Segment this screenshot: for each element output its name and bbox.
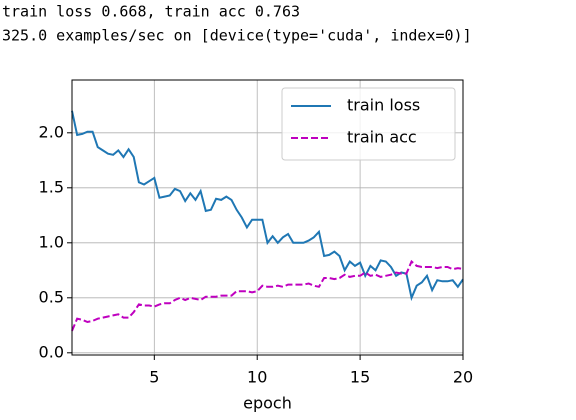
x-tick-label: 15 (350, 368, 370, 387)
series-line (71, 110, 464, 302)
y-tick-label: 0.0 (39, 342, 64, 361)
x-tick-label: 10 (247, 368, 267, 387)
y-tick-label: 2.0 (39, 122, 64, 141)
x-axis-label: epoch (243, 394, 292, 413)
y-tick-label: 0.5 (39, 287, 64, 306)
y-tick-label: 1.0 (39, 232, 64, 251)
legend-label: train acc (347, 128, 417, 147)
legend-label: train loss (347, 96, 420, 115)
header-line: 325.0 examples/sec on [device(type='cuda… (2, 27, 472, 45)
x-tick-label: 5 (149, 368, 159, 387)
y-tick-label: 1.5 (39, 177, 64, 196)
header-line: train loss 0.668, train acc 0.763 (2, 3, 300, 21)
x-tick-label: 20 (453, 368, 473, 387)
series-line (71, 259, 464, 332)
plot-frame (71, 79, 464, 356)
